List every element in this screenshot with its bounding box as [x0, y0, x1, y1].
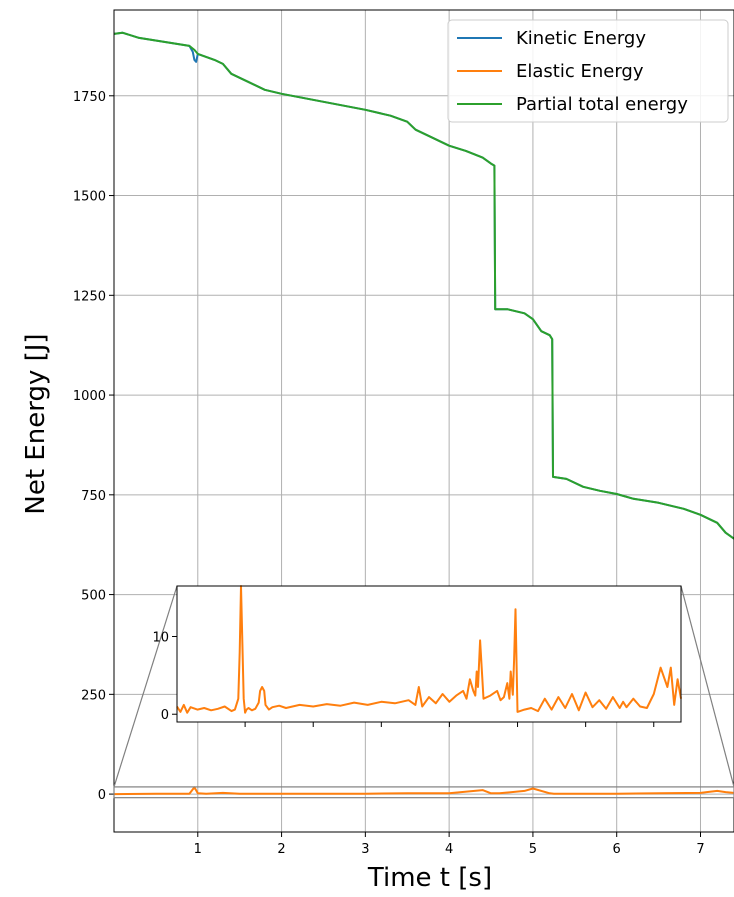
- inset-y-tick-label: 0: [161, 708, 169, 723]
- x-tick-label: 4: [445, 842, 453, 857]
- y-tick-label: 1250: [73, 289, 106, 304]
- y-tick-label: 1750: [73, 90, 106, 105]
- legend-label-total: Partial total energy: [516, 94, 688, 115]
- legend-box: [447, 19, 729, 123]
- inset-x-axis: [244, 722, 655, 727]
- inset-series-elastic-energy: [176, 585, 682, 714]
- main-grid: [114, 10, 734, 832]
- series-elastic-energy: [113, 786, 734, 796]
- main-series-lines: [113, 31, 734, 796]
- legend-label-elastic: Elastic Energy: [516, 61, 644, 82]
- series-partial-total-energy: [113, 31, 734, 540]
- inset-series-lines: [176, 585, 682, 714]
- x-tick-label: 5: [529, 842, 537, 857]
- main-x-axis: 1 2 3 4 5 6 7: [194, 832, 705, 857]
- x-tick-label: 1: [194, 842, 202, 857]
- main-plot-frame: [113, 9, 734, 833]
- y-tick-label: 0: [98, 788, 106, 803]
- legend-label-kinetic: Kinetic Energy: [516, 28, 646, 49]
- zoom-indicator: [113, 585, 734, 799]
- zoom-connector-left: [113, 585, 178, 788]
- y-tick-label: 1500: [73, 190, 106, 205]
- y-tick-label: 500: [81, 589, 106, 604]
- x-tick-label: 7: [696, 842, 704, 857]
- inset-frame: [176, 585, 682, 723]
- inset-plot: 0 10: [152, 585, 682, 727]
- legend: Kinetic Energy Elastic Energy Partial to…: [447, 19, 729, 123]
- x-axis-title: Time t [s]: [367, 863, 492, 893]
- inset-y-axis: 0 10: [152, 631, 177, 723]
- inset-background: [177, 586, 681, 722]
- x-tick-label: 2: [277, 842, 285, 857]
- zoom-connector-right: [680, 585, 734, 788]
- zoom-region-box: [113, 786, 734, 799]
- y-tick-label: 750: [81, 489, 106, 504]
- y-axis-title: Net Energy [J]: [21, 333, 51, 514]
- main-y-axis: 0 250 500 750 1000 1250 1500 1750: [73, 90, 114, 803]
- x-tick-label: 6: [613, 842, 621, 857]
- x-tick-label: 3: [361, 842, 369, 857]
- y-tick-label: 250: [81, 688, 106, 703]
- inset-y-tick-label: 10: [152, 631, 169, 646]
- main-plot: 0 250 500 750 1000 1250 1500 1750 1 2 3 4 5 6 7: [73, 9, 734, 857]
- y-tick-label: 1000: [73, 389, 106, 404]
